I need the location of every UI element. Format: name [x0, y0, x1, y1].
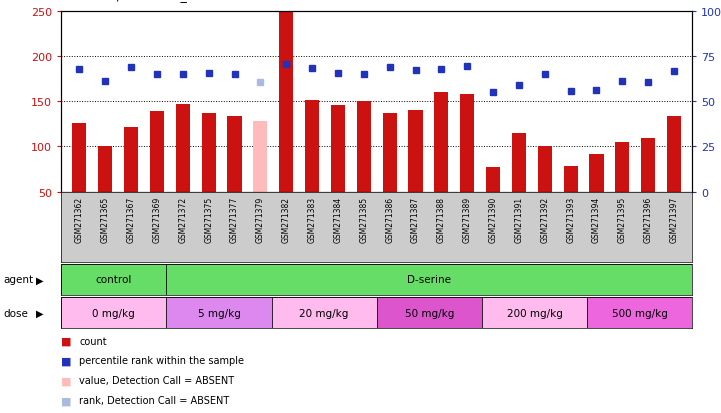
Text: agent: agent: [4, 275, 34, 285]
Bar: [589, 154, 603, 192]
Text: GSM271392: GSM271392: [540, 196, 549, 242]
Bar: [460, 95, 474, 192]
Text: GSM271369: GSM271369: [152, 196, 162, 242]
Text: GSM271389: GSM271389: [463, 196, 472, 242]
Bar: [253, 122, 267, 192]
Text: GSM271391: GSM271391: [514, 196, 523, 242]
Bar: [564, 167, 578, 192]
Bar: [167, 264, 692, 295]
Text: GSM271397: GSM271397: [670, 196, 678, 242]
Text: GSM271387: GSM271387: [411, 196, 420, 242]
Bar: [357, 102, 371, 192]
Text: GSM271377: GSM271377: [230, 196, 239, 242]
Bar: [305, 100, 319, 192]
Text: GSM271362: GSM271362: [75, 196, 84, 242]
Bar: [227, 116, 242, 192]
Bar: [615, 142, 629, 192]
Bar: [272, 297, 376, 328]
Text: ■: ■: [61, 336, 72, 346]
Bar: [408, 111, 423, 192]
Text: control: control: [96, 275, 132, 285]
Text: GSM271383: GSM271383: [308, 196, 317, 242]
Text: 20 mg/kg: 20 mg/kg: [299, 308, 349, 318]
Text: 0 mg/kg: 0 mg/kg: [92, 308, 136, 318]
Bar: [124, 127, 138, 192]
Text: GSM271388: GSM271388: [437, 196, 446, 242]
Text: GSM271393: GSM271393: [566, 196, 575, 242]
Bar: [383, 114, 397, 192]
Text: GSM271375: GSM271375: [204, 196, 213, 242]
Text: ■: ■: [61, 356, 72, 366]
Text: 50 mg/kg: 50 mg/kg: [404, 308, 454, 318]
Text: ▶: ▶: [36, 308, 43, 318]
Text: rank, Detection Call = ABSENT: rank, Detection Call = ABSENT: [79, 395, 229, 405]
Bar: [202, 114, 216, 192]
Bar: [538, 146, 552, 192]
Bar: [150, 112, 164, 192]
Bar: [176, 105, 190, 192]
Text: count: count: [79, 336, 107, 346]
Text: 200 mg/kg: 200 mg/kg: [507, 308, 562, 318]
Text: GSM271367: GSM271367: [127, 196, 136, 242]
Text: GSM271382: GSM271382: [282, 196, 291, 242]
Bar: [587, 297, 692, 328]
Text: D-serine: D-serine: [407, 275, 451, 285]
Bar: [482, 297, 587, 328]
Text: GSM271394: GSM271394: [592, 196, 601, 242]
Text: GSM271395: GSM271395: [618, 196, 627, 242]
Text: GSM271385: GSM271385: [359, 196, 368, 242]
Text: ▶: ▶: [36, 275, 43, 285]
Text: percentile rank within the sample: percentile rank within the sample: [79, 356, 244, 366]
Bar: [377, 297, 482, 328]
Bar: [486, 168, 500, 192]
Text: GSM271384: GSM271384: [333, 196, 342, 242]
Bar: [167, 297, 272, 328]
Text: GSM271379: GSM271379: [256, 196, 265, 242]
Bar: [331, 106, 345, 192]
Bar: [279, 13, 293, 192]
Bar: [667, 116, 681, 192]
Text: GSM271390: GSM271390: [489, 196, 497, 242]
Text: ■: ■: [61, 395, 72, 405]
Bar: [98, 146, 112, 192]
Bar: [512, 134, 526, 192]
Text: GSM271365: GSM271365: [101, 196, 110, 242]
Bar: [61, 297, 167, 328]
Text: ■: ■: [61, 375, 72, 385]
Text: GSM271372: GSM271372: [178, 196, 187, 242]
Text: dose: dose: [4, 308, 29, 318]
Text: 500 mg/kg: 500 mg/kg: [611, 308, 668, 318]
Text: GSM271396: GSM271396: [644, 196, 653, 242]
Text: GDS3643 / 1376479_at: GDS3643 / 1376479_at: [54, 0, 200, 2]
Bar: [641, 139, 655, 192]
Bar: [72, 124, 87, 192]
Text: GSM271386: GSM271386: [385, 196, 394, 242]
Bar: [61, 264, 167, 295]
Text: value, Detection Call = ABSENT: value, Detection Call = ABSENT: [79, 375, 234, 385]
Text: 5 mg/kg: 5 mg/kg: [198, 308, 240, 318]
Bar: [434, 93, 448, 192]
